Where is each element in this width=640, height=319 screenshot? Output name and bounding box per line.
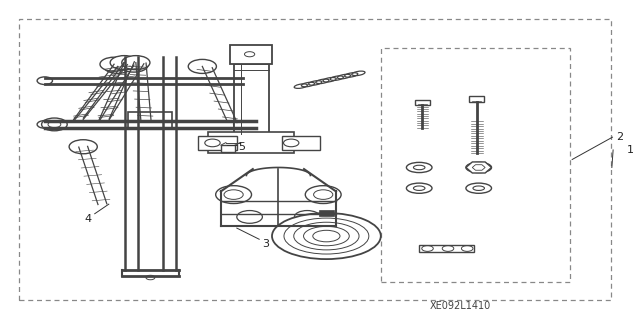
Bar: [381, 48, 570, 282]
Bar: [128, 112, 172, 129]
Ellipse shape: [466, 183, 492, 193]
Bar: [469, 96, 484, 102]
Ellipse shape: [406, 183, 432, 193]
Circle shape: [294, 211, 320, 223]
Bar: [234, 64, 269, 134]
Ellipse shape: [413, 165, 425, 170]
Circle shape: [110, 56, 138, 70]
Circle shape: [42, 118, 67, 131]
Bar: [198, 136, 237, 150]
Circle shape: [100, 57, 128, 71]
Ellipse shape: [413, 186, 425, 190]
Circle shape: [237, 211, 262, 223]
Ellipse shape: [466, 162, 492, 173]
Text: 5: 5: [239, 142, 245, 152]
Circle shape: [305, 186, 341, 204]
Bar: [282, 136, 320, 150]
Bar: [19, 19, 611, 300]
Ellipse shape: [473, 186, 484, 190]
Circle shape: [188, 59, 216, 73]
Circle shape: [104, 59, 132, 73]
Text: 1: 1: [627, 145, 634, 155]
Circle shape: [69, 140, 97, 154]
Circle shape: [216, 186, 252, 204]
Bar: [415, 100, 430, 105]
Bar: [419, 245, 474, 252]
Bar: [221, 145, 235, 152]
Circle shape: [122, 56, 150, 70]
Text: 2: 2: [616, 132, 623, 142]
Text: 4: 4: [84, 213, 92, 224]
Bar: [319, 211, 334, 216]
Ellipse shape: [272, 213, 381, 259]
Ellipse shape: [473, 165, 484, 170]
Ellipse shape: [406, 162, 432, 173]
Bar: [208, 132, 294, 153]
Circle shape: [234, 118, 259, 131]
Circle shape: [120, 58, 148, 72]
Bar: [230, 45, 272, 64]
Text: XE092L1410: XE092L1410: [430, 301, 492, 311]
Text: 3: 3: [262, 239, 269, 249]
